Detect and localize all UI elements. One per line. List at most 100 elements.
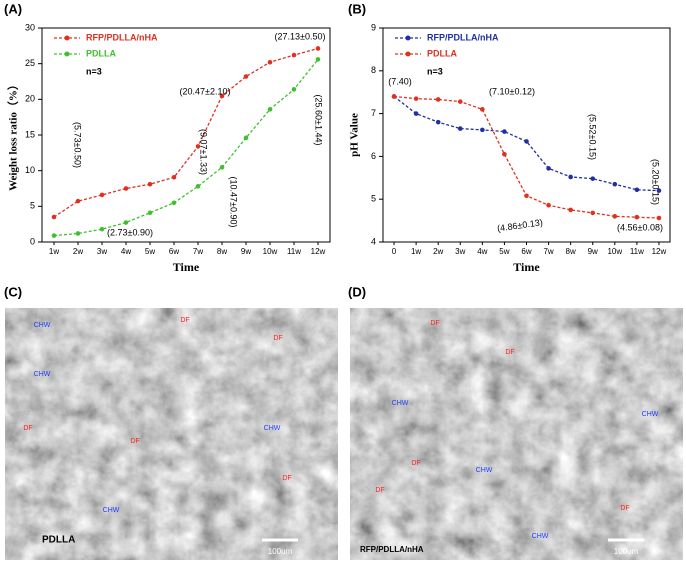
y-axis-title: Weight loss ratio（%） xyxy=(7,79,20,191)
x-tick-label: 12w xyxy=(652,247,667,256)
data-point xyxy=(435,119,441,125)
data-point xyxy=(612,214,618,219)
data-point xyxy=(634,187,640,193)
data-point xyxy=(590,210,596,216)
data-point xyxy=(590,176,596,181)
scale-label: 100um xyxy=(268,547,293,556)
sem-image xyxy=(5,308,338,560)
image-label: DF xyxy=(375,487,384,494)
data-point xyxy=(195,184,201,189)
data-point xyxy=(51,233,57,238)
y-tick-label: 4 xyxy=(371,236,376,246)
series-line xyxy=(53,47,319,218)
image-label: DF xyxy=(180,317,189,324)
data-point xyxy=(171,175,177,180)
legend-label: RFP/PDLLA/nHA xyxy=(427,32,499,42)
annotation: (25.60±1.44) xyxy=(314,95,324,146)
image-label: CHW xyxy=(34,322,51,329)
data-point xyxy=(546,202,551,208)
legend-label: PDLLA xyxy=(427,48,457,58)
data-point xyxy=(291,52,297,58)
data-point xyxy=(195,144,201,149)
data-point xyxy=(480,107,485,112)
annotation: (4.86±0.13) xyxy=(496,217,543,233)
x-tick-label: 3w xyxy=(97,247,107,256)
x-tick-label: 2w xyxy=(73,247,83,256)
image-label: CHW xyxy=(532,533,549,540)
x-tick-label: 3w xyxy=(455,247,465,256)
data-point xyxy=(147,181,153,187)
y-tick-label: 10 xyxy=(25,165,35,175)
legend-marker xyxy=(405,35,411,41)
y-tick-label: 30 xyxy=(25,22,35,32)
annotation: (4.56±0.08) xyxy=(617,222,663,232)
note: n=3 xyxy=(427,66,443,76)
annotation: (20.47±2.10) xyxy=(180,86,231,96)
y-tick-label: 5 xyxy=(371,194,376,204)
legend-marker xyxy=(64,51,70,57)
data-point xyxy=(315,46,321,51)
y-tick-label: 15 xyxy=(25,129,35,139)
data-point xyxy=(75,231,81,236)
x-tick-label: 6w xyxy=(169,247,179,256)
image-label: CHW xyxy=(264,425,281,432)
x-tick-label: 2w xyxy=(433,247,443,256)
data-point xyxy=(123,186,129,191)
image-label: CHW xyxy=(476,467,493,474)
x-tick-label: 9w xyxy=(588,247,598,256)
x-axis-title: Time xyxy=(513,260,540,274)
data-point xyxy=(99,192,105,198)
data-point xyxy=(524,139,529,144)
image-label: CHW xyxy=(34,371,51,378)
data-point xyxy=(123,220,129,225)
annotation: (27.13±0.50) xyxy=(275,31,326,41)
image-label: DF xyxy=(411,460,420,467)
image-label: DF xyxy=(282,475,291,482)
x-tick-label: 4w xyxy=(121,247,131,256)
panel-label: (C) xyxy=(4,284,22,299)
x-tick-label: 10w xyxy=(263,247,278,256)
x-tick-label: 5w xyxy=(145,247,155,256)
scale-label: 100um xyxy=(614,547,639,556)
annotation: (5.73±0.50) xyxy=(73,122,83,168)
series-line xyxy=(53,58,319,237)
x-tick-label: 0 xyxy=(392,247,397,256)
y-tick-label: 9 xyxy=(371,22,376,32)
annotation: (2.73±0.90) xyxy=(107,227,153,237)
data-point xyxy=(612,181,618,187)
data-point xyxy=(219,165,225,170)
note: n=3 xyxy=(86,66,102,76)
data-point xyxy=(413,111,419,116)
data-point xyxy=(656,188,662,193)
x-axis-title: Time xyxy=(173,260,200,274)
image-label: DF xyxy=(430,320,439,327)
data-point xyxy=(315,57,321,62)
data-point xyxy=(656,215,662,221)
data-point xyxy=(457,99,463,104)
data-point xyxy=(51,214,57,220)
data-point xyxy=(219,93,225,99)
data-point xyxy=(391,94,397,99)
y-tick-label: 25 xyxy=(25,58,35,68)
annotation: (5.52±0.15) xyxy=(588,114,598,160)
image-label: CHW xyxy=(642,411,659,418)
x-tick-label: 8w xyxy=(566,247,576,256)
data-point xyxy=(243,74,249,79)
panel-label: (B) xyxy=(348,1,366,16)
sem-image xyxy=(350,308,683,560)
x-tick-label: 4w xyxy=(477,247,487,256)
x-tick-label: 10w xyxy=(607,247,622,256)
x-tick-label: 6w xyxy=(521,247,531,256)
y-tick-label: 8 xyxy=(371,65,376,75)
image-caption: RFP/PDLLA/nHA xyxy=(360,545,424,554)
data-point xyxy=(524,193,529,199)
x-tick-label: 1w xyxy=(411,247,421,256)
data-point xyxy=(413,96,419,101)
data-point xyxy=(568,174,573,180)
image-label: CHW xyxy=(103,507,120,514)
data-point xyxy=(267,107,273,112)
y-axis-title: pH Value xyxy=(349,113,361,157)
data-point xyxy=(568,207,573,213)
x-tick-label: 11w xyxy=(630,247,644,256)
data-point xyxy=(634,214,640,220)
